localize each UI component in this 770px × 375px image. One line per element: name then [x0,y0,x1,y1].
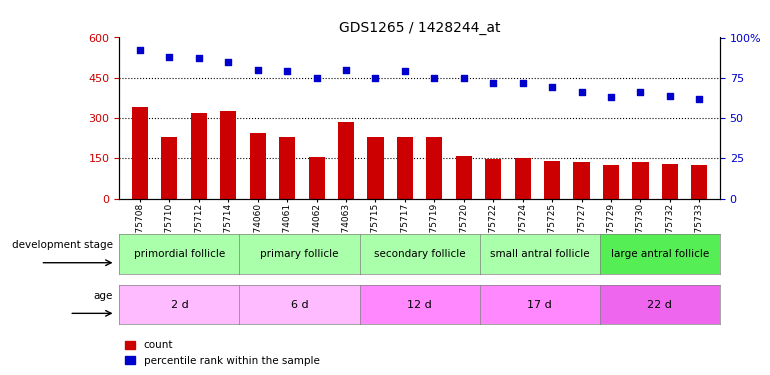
Point [605,94,618,100]
Point [575,89,588,95]
Bar [456,156,472,199]
Text: development stage: development stage [12,240,113,250]
Bar [603,165,619,199]
Point [487,80,500,86]
Bar [397,137,413,199]
Point [134,47,146,53]
Bar [279,137,295,199]
Bar [691,165,708,199]
Point [457,75,470,81]
Bar [220,111,236,199]
Point [517,80,529,86]
Legend: count, percentile rank within the sample: count, percentile rank within the sample [121,336,323,370]
Bar [191,113,207,199]
Text: 2 d: 2 d [170,300,189,310]
Point [222,59,234,65]
Point [428,75,440,81]
Text: 6 d: 6 d [291,300,308,310]
Point [664,93,676,99]
Point [163,54,176,60]
Bar [249,133,266,199]
Point [399,68,411,74]
Text: primordial follicle: primordial follicle [134,249,225,259]
Bar [161,137,178,199]
Bar [309,157,325,199]
Text: small antral follicle: small antral follicle [490,249,590,259]
Point [634,89,647,95]
Point [310,75,323,81]
Bar [338,122,354,199]
Title: GDS1265 / 1428244_at: GDS1265 / 1428244_at [339,21,500,35]
Point [340,67,352,73]
Bar [367,137,383,199]
Text: 17 d: 17 d [527,300,552,310]
Point [281,68,293,74]
Bar [427,137,443,199]
Text: age: age [94,291,113,301]
Text: large antral follicle: large antral follicle [611,249,709,259]
Point [192,56,205,62]
Bar [632,162,648,199]
Bar [132,107,148,199]
Point [252,67,264,73]
Point [546,84,558,90]
Bar [661,164,678,199]
Bar [485,159,501,199]
Text: 12 d: 12 d [407,300,432,310]
Bar [574,162,590,199]
Point [370,75,382,81]
Point [693,96,705,102]
Bar [544,161,561,199]
Text: primary follicle: primary follicle [260,249,339,259]
Text: 22 d: 22 d [648,300,672,310]
Text: secondary follicle: secondary follicle [374,249,465,259]
Bar [514,158,531,199]
